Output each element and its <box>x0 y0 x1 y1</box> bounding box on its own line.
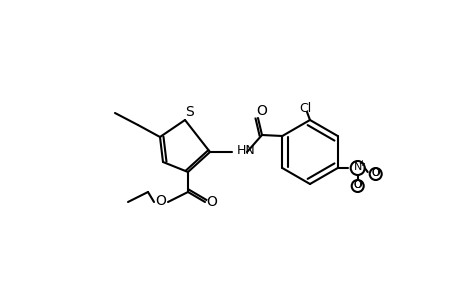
Text: Cl: Cl <box>298 101 310 115</box>
Text: O: O <box>371 168 379 178</box>
Text: O: O <box>155 194 166 208</box>
Text: N: N <box>353 162 361 172</box>
Text: HN: HN <box>236 143 255 157</box>
Text: -: - <box>376 166 380 175</box>
Text: O: O <box>353 180 361 190</box>
Text: S: S <box>185 105 194 119</box>
Text: O: O <box>353 180 361 190</box>
Text: O: O <box>370 168 379 178</box>
Text: O: O <box>256 104 267 118</box>
Text: -: - <box>358 178 361 187</box>
Text: O: O <box>206 195 217 209</box>
Text: +: + <box>358 158 364 167</box>
